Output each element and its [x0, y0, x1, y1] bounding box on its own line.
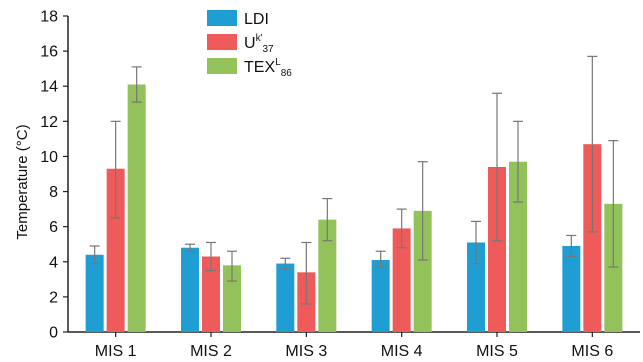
bar-3: [127, 84, 146, 332]
x-tick-label: MIS 5: [476, 343, 518, 360]
error-bars: [89, 55, 619, 305]
bar-1: [85, 254, 104, 332]
bar-1: [371, 260, 390, 332]
y-tick-label: 10: [40, 149, 58, 166]
y-tick-label: 4: [49, 254, 58, 271]
y-tick-label: 8: [49, 184, 58, 201]
bar-2: [583, 144, 602, 332]
x-tick-label: MIS 4: [381, 343, 423, 360]
bar-3: [509, 161, 527, 332]
labels: 0 2 4 6 8 10 12 14 16 18 Temperature (°C) MIS 1 MIS …: [14, 9, 613, 361]
y-tick-label: 6: [49, 219, 58, 236]
bar-3: [413, 210, 432, 332]
bar-1: [562, 245, 581, 332]
y-tick-label: 16: [40, 44, 58, 61]
y-tick-label: 2: [49, 289, 58, 306]
x-tick-label: MIS 1: [95, 343, 137, 360]
bar-2: [488, 166, 506, 332]
y-tick-label: 18: [40, 9, 58, 26]
y-axis-title: Temperature (°C): [14, 124, 31, 239]
bars: [85, 84, 623, 332]
bar-2: [392, 228, 411, 332]
legend-swatch: [207, 10, 237, 26]
legend-swatch: [207, 34, 237, 50]
axes: [63, 15, 640, 337]
x-tick-label: MIS 6: [571, 343, 613, 360]
bar-1: [276, 263, 295, 332]
legend-entry-label: TEXL86: [244, 57, 292, 79]
legend-entry-label: Uk'37: [244, 33, 274, 55]
bar-3: [223, 265, 241, 332]
bar-3: [318, 219, 337, 332]
y-tick-label: 0: [49, 325, 58, 342]
x-tick-label: MIS 2: [190, 343, 232, 360]
y-tick-label: 14: [40, 79, 58, 96]
bar-2: [106, 168, 125, 332]
bar-3: [604, 203, 623, 332]
legend-swatch: [207, 58, 237, 74]
bar-1: [181, 247, 199, 332]
legend-entry-label: LDI: [244, 11, 269, 28]
bar-2: [202, 256, 220, 332]
y-tick-label: 12: [40, 114, 58, 131]
bar-1: [467, 242, 485, 332]
x-tick-label: MIS 3: [285, 343, 327, 360]
